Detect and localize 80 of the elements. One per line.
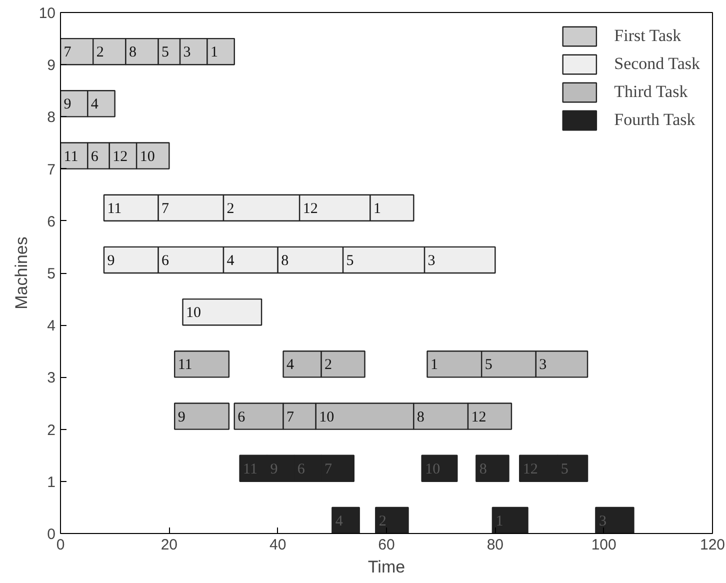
y-axis-title: Machines bbox=[12, 236, 31, 310]
annotation: 6 bbox=[238, 409, 246, 426]
annotation: 7 bbox=[64, 44, 72, 61]
annotation: 8 bbox=[281, 252, 289, 269]
annotation: 11 bbox=[178, 357, 192, 374]
x-tick-label: 80 bbox=[486, 536, 504, 554]
legend-label: Second Task bbox=[614, 54, 700, 74]
annotation: 3 bbox=[428, 252, 436, 269]
annotation: 7 bbox=[162, 200, 170, 217]
annotation: 3 bbox=[598, 513, 606, 530]
x-axis-title: Time bbox=[368, 558, 406, 576]
annotation: 11 bbox=[107, 200, 122, 217]
y-tick-label: 8 bbox=[47, 109, 56, 126]
annotation: 1 bbox=[496, 513, 504, 530]
annotation: 6 bbox=[297, 461, 306, 478]
annotation: 6 bbox=[90, 148, 99, 165]
y-tick-label: 1 bbox=[47, 474, 56, 491]
annotation: 10 bbox=[425, 461, 440, 478]
annotation: 8 bbox=[479, 461, 487, 478]
bar bbox=[182, 298, 262, 326]
y-tick-label: 10 bbox=[38, 5, 56, 22]
annotation: 7 bbox=[324, 461, 333, 478]
x-tick-label: 40 bbox=[269, 536, 286, 554]
bar bbox=[595, 506, 634, 534]
annotation: 2 bbox=[324, 357, 332, 374]
annotation: 12 bbox=[302, 200, 318, 217]
annotation: 11 bbox=[243, 461, 258, 478]
annotation: 5 bbox=[346, 252, 354, 269]
annotation: 4 bbox=[286, 357, 295, 374]
y-tick-label: 4 bbox=[47, 318, 56, 335]
annotation: 8 bbox=[128, 44, 136, 61]
x-tick-label: 120 bbox=[700, 536, 726, 554]
annotation: 1 bbox=[210, 44, 218, 61]
annotation: 10 bbox=[186, 305, 202, 322]
annotation: 9 bbox=[107, 252, 115, 269]
bar bbox=[421, 454, 458, 482]
bar bbox=[174, 402, 230, 430]
annotation: 9 bbox=[270, 461, 278, 478]
annotation: 12 bbox=[471, 409, 486, 426]
annotation: 12 bbox=[522, 461, 538, 478]
legend-label: Fourth Task bbox=[614, 110, 696, 130]
annotation: 2 bbox=[226, 200, 234, 217]
legend-label: Third Task bbox=[614, 82, 688, 102]
annotation: 7 bbox=[286, 409, 295, 426]
annotation: 9 bbox=[178, 409, 186, 426]
y-tick-label: 7 bbox=[47, 161, 56, 178]
bar bbox=[492, 506, 528, 534]
y-tick-label: 6 bbox=[47, 213, 56, 230]
x-tick-label: 100 bbox=[591, 536, 616, 554]
annotation: 4 bbox=[90, 96, 99, 113]
bar bbox=[174, 350, 230, 378]
annotation: 1 bbox=[373, 200, 381, 217]
annotation: 3 bbox=[183, 44, 191, 61]
annotation: 4 bbox=[335, 513, 344, 530]
annotation: 5 bbox=[162, 44, 170, 61]
y-tick-label: 3 bbox=[47, 370, 56, 387]
annotation: 12 bbox=[112, 148, 128, 165]
annotation: 10 bbox=[140, 148, 155, 165]
annotation: 2 bbox=[378, 513, 386, 530]
annotation: 6 bbox=[162, 252, 170, 269]
y-tick-label: 2 bbox=[47, 422, 56, 439]
x-tick-label: 20 bbox=[160, 536, 178, 554]
annotation: 3 bbox=[539, 357, 547, 374]
y-tick-label: 0 bbox=[47, 526, 56, 543]
legend-label: First Task bbox=[614, 26, 682, 46]
y-tick-label: 5 bbox=[47, 266, 56, 282]
annotation: 2 bbox=[96, 44, 104, 61]
bar bbox=[375, 506, 409, 534]
annotation: 10 bbox=[319, 409, 334, 426]
annotation: 8 bbox=[416, 409, 424, 426]
annotation: 5 bbox=[484, 357, 492, 374]
bar bbox=[476, 454, 510, 482]
x-tick-label: 60 bbox=[378, 536, 395, 554]
annotation: 1 bbox=[430, 357, 438, 374]
annotation: 4 bbox=[226, 252, 235, 269]
y-tick-label: 9 bbox=[47, 57, 56, 74]
annotation: 9 bbox=[64, 96, 72, 113]
bar bbox=[332, 506, 360, 534]
annotation: 11 bbox=[64, 148, 78, 165]
annotation: 5 bbox=[560, 461, 568, 478]
